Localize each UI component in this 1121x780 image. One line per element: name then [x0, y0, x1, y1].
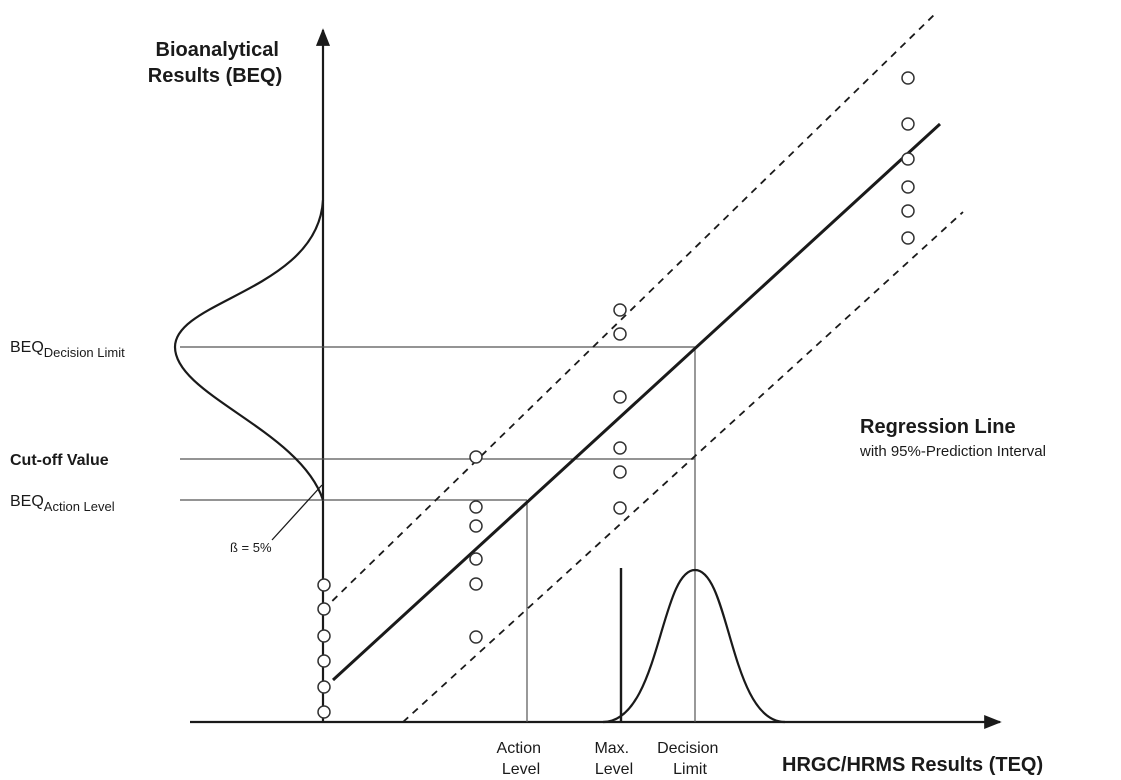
beq-distribution-curve [175, 200, 323, 500]
action-level-marker-line1: Action [497, 740, 541, 757]
data-point [470, 553, 482, 565]
data-point [470, 578, 482, 590]
x-axis-title: HRGC/HRMS Results (TEQ) [782, 754, 1043, 776]
teq-distribution-curve [603, 570, 785, 722]
decision-limit-marker-line1: Decision [657, 740, 718, 757]
max-level-marker: Max. Level [594, 740, 633, 778]
decision-limit-marker-line2: Limit [673, 761, 707, 778]
data-point [614, 442, 626, 454]
decision-limit-marker: Decision Limit [657, 740, 723, 778]
data-point [902, 72, 914, 84]
upper-prediction-limit [323, 12, 937, 610]
lower-prediction-limit [403, 212, 963, 722]
regression-title: Regression Line [860, 416, 1016, 438]
data-point [470, 631, 482, 643]
beq-decision-limit-main: BEQ [10, 339, 44, 356]
beta-label: ß = 5% [230, 540, 272, 555]
max-level-marker-line2: Level [595, 761, 633, 778]
data-point [470, 520, 482, 532]
data-point [614, 328, 626, 340]
data-point [614, 304, 626, 316]
y-axis-title: Bioanalytical Results (BEQ) [148, 39, 285, 87]
data-point [318, 655, 330, 667]
data-point [318, 706, 330, 718]
data-point [470, 501, 482, 513]
beq-action-level-label: BEQAction Level [10, 493, 115, 514]
y-axis-title-line2: Results (BEQ) [148, 65, 282, 87]
data-point [318, 630, 330, 642]
action-level-marker: Action Level [497, 740, 546, 778]
cut-off-value-label: Cut-off Value [10, 452, 109, 469]
data-point [614, 502, 626, 514]
data-point [318, 603, 330, 615]
data-point [614, 391, 626, 403]
data-point [318, 681, 330, 693]
data-point [902, 181, 914, 193]
regression-subtitle: with 95%-Prediction Interval [859, 443, 1046, 460]
beta-pointer [272, 485, 322, 540]
data-point [902, 205, 914, 217]
data-point [902, 153, 914, 165]
action-level-marker-line2: Level [502, 761, 540, 778]
max-level-marker-line1: Max. [594, 740, 629, 757]
data-point [470, 451, 482, 463]
regression-line [333, 124, 940, 680]
y-axis-title-line1: Bioanalytical [156, 39, 279, 61]
beq-decision-limit-sub: Decision Limit [44, 345, 125, 360]
beq-decision-limit-label: BEQDecision Limit [10, 339, 125, 360]
data-point [902, 118, 914, 130]
data-points [318, 72, 914, 718]
beq-action-level-sub: Action Level [44, 499, 115, 514]
beq-action-level-main: BEQ [10, 493, 44, 510]
data-point [318, 579, 330, 591]
data-point [614, 466, 626, 478]
data-point [902, 232, 914, 244]
